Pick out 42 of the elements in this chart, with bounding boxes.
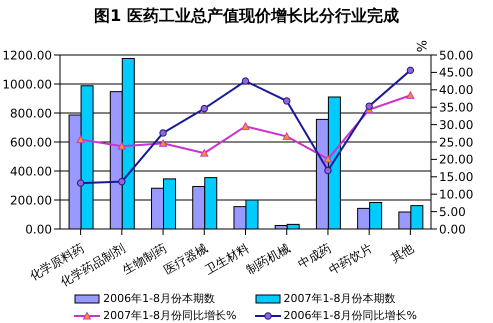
- point: [76, 179, 84, 187]
- y-tick-label: 400.00: [10, 164, 52, 178]
- point: [76, 136, 85, 144]
- y-tick-label: 200.00: [10, 193, 52, 208]
- point: [406, 91, 414, 99]
- point: [200, 149, 208, 157]
- point: [406, 66, 414, 74]
- point: [242, 77, 250, 85]
- legend-label: 2007年1-8月份本期数: [284, 291, 396, 306]
- y2-tick-label: 0.00: [439, 222, 466, 236]
- y2-tick-label: 40.00: [439, 83, 474, 98]
- point: [118, 178, 126, 186]
- y2-tick-label: 10.00: [439, 187, 474, 202]
- point: [242, 122, 250, 130]
- y-tick-label: 600.00: [10, 135, 52, 150]
- point: [283, 97, 290, 105]
- point: [159, 139, 168, 147]
- chart-title: 图1 医药工业总产值现价增长比分行业完成: [93, 6, 400, 27]
- legend-label: 2006年1-8月份本期数: [103, 291, 216, 306]
- y2-tick-label: 35.00: [439, 100, 474, 114]
- legend-label: 2007年1-8月份同比增长%: [103, 308, 236, 323]
- y-tick-label: 1200.00: [2, 48, 52, 62]
- y-tick-label: 800.00: [10, 106, 52, 120]
- point: [324, 166, 332, 174]
- point: [324, 155, 332, 163]
- x-tick-label: 其他: [388, 240, 416, 265]
- y2-tick-label: 15.00: [439, 170, 474, 184]
- point: [159, 129, 167, 137]
- y2-tick-label: 25.00: [439, 135, 474, 150]
- point: [118, 142, 126, 150]
- point: [365, 102, 373, 110]
- y2-axis-title: %: [413, 40, 428, 52]
- y2-tick-label: 20.00: [439, 152, 474, 167]
- legend-label: 2006年1-8月份同比增长%: [284, 308, 417, 323]
- point: [282, 132, 291, 140]
- y-tick-label: 0.00: [25, 222, 52, 236]
- y-tick-label: 1000.00: [2, 77, 52, 92]
- y2-tick-label: 5.00: [439, 204, 466, 219]
- y2-tick-label: 50.00: [439, 48, 474, 62]
- y2-tick-label: 30.00: [439, 118, 474, 132]
- y2-tick-label: 45.00: [439, 66, 474, 80]
- point: [200, 104, 208, 112]
